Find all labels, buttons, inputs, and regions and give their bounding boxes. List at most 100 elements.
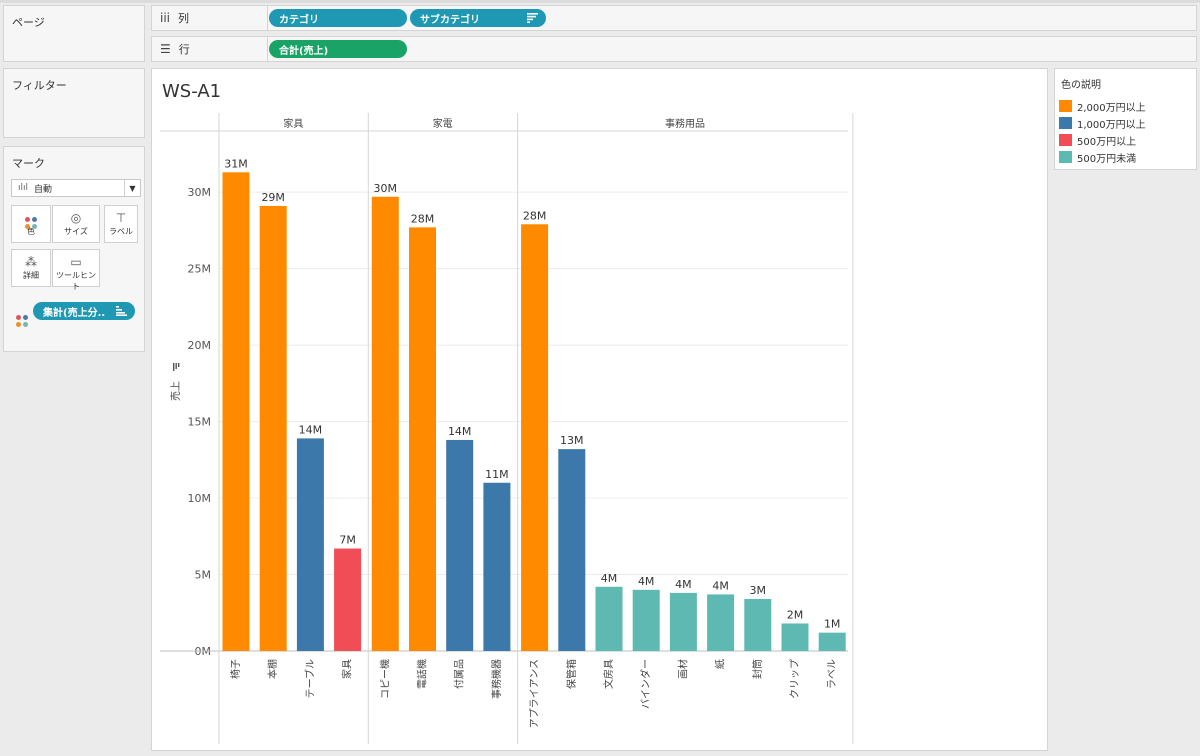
columns-icon: iii: [160, 11, 171, 25]
color-field-pill-label: 集計(売上分..: [43, 307, 106, 319]
legend-swatch: [1059, 151, 1072, 163]
pages-panel[interactable]: ページ: [3, 5, 145, 62]
bar: [521, 224, 549, 651]
bar-data-label: 14M: [299, 423, 323, 436]
marks-panel: マーク ılıl 自動 ▼ 色 ◎ サイズ ⊤ ラベル ⁂ 詳細 ▭ ツールヒン…: [3, 146, 145, 352]
x-tick-label: 椅子: [229, 659, 242, 679]
tooltip-button-label: ツールヒント: [56, 271, 96, 291]
chevron-down-icon[interactable]: ▼: [124, 180, 140, 196]
sort-descending-icon[interactable]: [527, 13, 538, 23]
legend-item-1000[interactable]: 1,000万円以上: [1059, 116, 1146, 131]
legend-label: 1,000万円以上: [1077, 119, 1146, 131]
bar-data-label: 13M: [560, 434, 584, 447]
bar: [259, 205, 287, 652]
bar-data-label: 2M: [787, 608, 804, 621]
pages-label: ページ: [12, 16, 45, 29]
bar-chart: 0M5M10M15M20M25M30M売上家具31M椅子29M本棚14Mテーブル…: [160, 113, 854, 744]
y-tick-label: 20M: [188, 339, 212, 352]
x-tick-label: 付属品: [453, 659, 466, 689]
bar-data-label: 30M: [374, 182, 398, 195]
y-tick-label: 25M: [188, 263, 212, 276]
marks-label: マーク: [12, 157, 45, 170]
bar-data-label: 28M: [523, 209, 547, 222]
rows-shelf-label: ☰ 行: [152, 37, 268, 61]
legend-swatch: [1059, 100, 1072, 112]
legend-item-500[interactable]: 500万円以上: [1059, 133, 1137, 148]
size-button[interactable]: ◎ サイズ: [52, 205, 100, 243]
bar-data-label: 4M: [638, 575, 655, 588]
bar-data-label: 29M: [261, 191, 285, 204]
detail-button[interactable]: ⁂ 詳細: [11, 249, 51, 287]
text-label-icon: ⊤: [115, 211, 127, 225]
field-color-icon: [16, 305, 28, 327]
filters-label: フィルター: [12, 79, 67, 92]
legend-swatch: [1059, 134, 1072, 146]
bar-data-label: 1M: [824, 618, 841, 631]
bar: [781, 623, 809, 651]
sort-icon[interactable]: [116, 306, 127, 316]
mark-type-value: 自動: [34, 184, 53, 195]
bar: [558, 449, 586, 651]
size-button-label: サイズ: [64, 227, 88, 236]
bar-data-label: 11M: [485, 468, 509, 481]
subcategory-pill[interactable]: サブカテゴリ: [410, 9, 546, 27]
category-header: 家電: [433, 117, 453, 130]
sum-sales-pill[interactable]: 合計(売上): [269, 40, 407, 58]
columns-label-text: 列: [178, 12, 190, 25]
bar-data-label: 14M: [448, 425, 472, 438]
x-tick-label: 画材: [676, 659, 689, 679]
top-strip: [0, 0, 1200, 3]
category-pill[interactable]: カテゴリ: [269, 9, 407, 27]
bar: [744, 599, 772, 651]
x-tick-label: 保管箱: [565, 659, 578, 689]
x-tick-label: 紙: [714, 659, 727, 669]
bar: [818, 632, 846, 651]
bar-data-label: 28M: [411, 212, 435, 225]
bar: [595, 586, 623, 651]
color-field-pill[interactable]: 集計(売上分..: [33, 302, 135, 320]
color-button[interactable]: 色: [11, 205, 51, 243]
axis-sort-icon[interactable]: [173, 363, 180, 371]
tooltip-icon: ▭: [70, 255, 82, 269]
bar: [409, 227, 436, 651]
bar: [222, 172, 250, 651]
x-tick-label: 文房具: [602, 659, 615, 689]
bar: [371, 196, 399, 651]
bar: [483, 482, 511, 651]
bar-data-label: 4M: [601, 572, 618, 585]
legend-label: 500万円以上: [1077, 136, 1137, 148]
color-button-label: 色: [27, 227, 35, 236]
x-tick-label: 家具: [341, 659, 354, 679]
detail-button-label: 詳細: [23, 271, 39, 280]
bar-data-label: 3M: [750, 584, 767, 597]
rows-icon: ☰: [160, 42, 171, 56]
x-tick-label: 事務機器: [490, 659, 503, 699]
legend-item-under-500[interactable]: 500万円未満: [1059, 150, 1136, 165]
label-button[interactable]: ⊤ ラベル: [104, 205, 138, 243]
bar: [707, 594, 735, 651]
rows-label-text: 行: [178, 43, 190, 56]
category-header: 事務用品: [665, 117, 705, 130]
y-tick-label: 15M: [188, 416, 212, 429]
mark-type-dropdown[interactable]: ılıl 自動 ▼: [11, 179, 141, 197]
x-tick-label: 封筒: [751, 659, 764, 679]
legend-label: 2,000万円以上: [1077, 102, 1146, 114]
columns-shelf[interactable]: iii 列 カテゴリ サブカテゴリ: [151, 5, 1197, 31]
bar: [669, 592, 697, 651]
color-legend[interactable]: 色の説明 2,000万円以上 1,000万円以上 500万円以上 500万円未満: [1054, 68, 1197, 170]
legend-swatch: [1059, 117, 1072, 129]
legend-item-2000[interactable]: 2,000万円以上: [1059, 99, 1146, 114]
detail-icon: ⁂: [25, 255, 37, 269]
rows-shelf[interactable]: ☰ 行 合計(売上): [151, 36, 1197, 62]
x-tick-label: 電話機: [416, 659, 429, 689]
bar-chart-icon: ılıl: [18, 183, 29, 193]
category-header: 家具: [283, 117, 303, 130]
bar: [334, 548, 362, 651]
legend-title: 色の説明: [1061, 80, 1101, 91]
bar-data-label: 7M: [339, 534, 356, 547]
worksheet-title: WS-A1: [162, 81, 222, 102]
sum-sales-pill-label: 合計(売上): [279, 45, 329, 57]
filters-panel[interactable]: フィルター: [3, 68, 145, 138]
subcategory-pill-label: サブカテゴリ: [420, 14, 480, 26]
tooltip-button[interactable]: ▭ ツールヒント: [52, 249, 100, 291]
